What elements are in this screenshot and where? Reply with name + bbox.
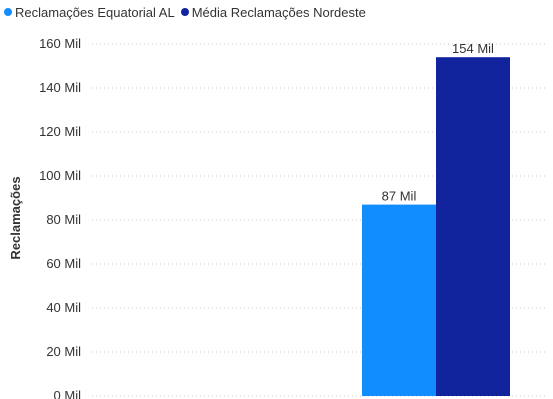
- legend-dot-media-nordeste: [180, 8, 189, 16]
- data-label: 154 Mil: [452, 41, 494, 56]
- legend-label-equatorial-al: Reclamações Equatorial AL: [15, 4, 175, 20]
- data-label: 87 Mil: [382, 189, 417, 204]
- y-tick-label: 160 Mil: [39, 36, 81, 51]
- y-axis-title: Reclamações: [8, 176, 23, 259]
- legend-dot-equatorial-al: [4, 8, 12, 16]
- y-tick-label: 80 Mil: [46, 212, 81, 227]
- bar[interactable]: [362, 204, 436, 396]
- y-axis-ticks: 0 Mil 20 Mil 40 Mil 60 Mil 80 Mil 100 Mil 120 …: [39, 36, 81, 399]
- y-tick-label: 20 Mil: [46, 344, 81, 359]
- bar[interactable]: [436, 57, 510, 396]
- y-tick-label: 120 Mil: [39, 124, 81, 139]
- legend-item-equatorial-al[interactable]: Reclamações Equatorial AL: [4, 5, 175, 20]
- legend-item-media-nordeste[interactable]: Média Reclamações Nordeste: [180, 4, 366, 20]
- bars: [362, 57, 510, 396]
- y-tick-label: 0 Mil: [54, 388, 82, 399]
- chart-legend[interactable]: Reclamações Equatorial AL Média Reclamaç…: [4, 2, 372, 22]
- y-tick-label: 100 Mil: [39, 168, 81, 183]
- legend-label-media-nordeste: Média Reclamações Nordeste: [191, 4, 366, 20]
- y-tick-label: 60 Mil: [46, 256, 81, 271]
- data-labels: 87 Mil 154 Mil: [382, 41, 494, 203]
- y-tick-label: 140 Mil: [39, 80, 81, 95]
- y-tick-label: 40 Mil: [46, 300, 81, 315]
